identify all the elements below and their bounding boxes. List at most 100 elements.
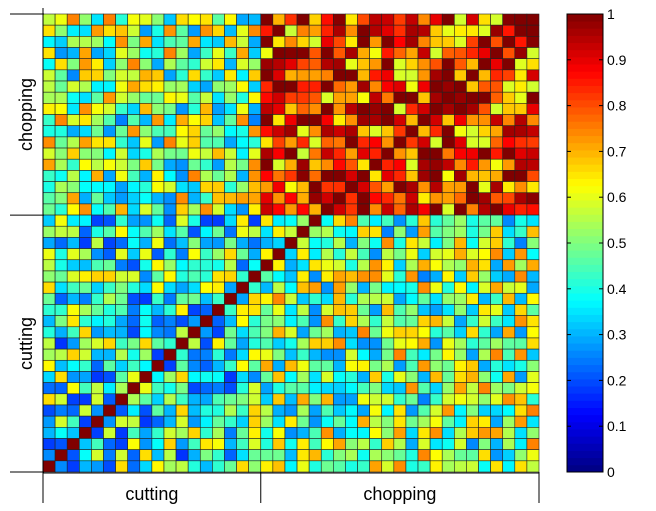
heatmap-cell [212, 203, 225, 216]
heatmap-cell [466, 80, 479, 93]
heatmap-cell [320, 259, 334, 272]
heatmap-cell [514, 13, 528, 26]
colorbar-tick-label: 0.4 [607, 281, 627, 297]
heatmap-cell [417, 259, 431, 272]
heatmap-cell [175, 225, 189, 238]
heatmap-cell [212, 270, 225, 283]
heatmap-cell [127, 69, 141, 82]
heatmap-cell [151, 24, 165, 37]
heatmap-cell [478, 438, 491, 450]
heatmap-cell [333, 125, 346, 138]
heatmap-cell [514, 158, 528, 171]
heatmap-cell [454, 248, 467, 261]
heatmap-cell [345, 359, 358, 372]
heatmap-cell [502, 348, 516, 361]
heatmap-cell [502, 292, 516, 305]
heatmap-cell [91, 292, 104, 305]
heatmap-cell [357, 415, 370, 428]
heatmap-cell [187, 69, 201, 82]
heatmap-cell [212, 315, 225, 328]
heatmap-cell [514, 460, 528, 473]
heatmap-cell [490, 69, 504, 82]
heatmap-cell [151, 203, 165, 216]
heatmap-cell [381, 158, 395, 171]
heatmap-cell [151, 91, 165, 104]
heatmap-cell [127, 47, 141, 59]
heatmap-cell [78, 147, 92, 160]
heatmap-cell [54, 47, 68, 59]
heatmap-cell [369, 404, 383, 417]
heatmap-cell [526, 24, 540, 37]
heatmap-cell [284, 427, 298, 439]
heatmap-cell [272, 248, 286, 261]
heatmap-cell [139, 304, 153, 316]
heatmap-cell [284, 359, 298, 372]
heatmap-cell [224, 13, 237, 26]
colorbar-swatch [567, 328, 603, 337]
heatmap-cell [478, 36, 491, 48]
heatmap-cell [417, 438, 431, 450]
colorbar-swatch [567, 336, 603, 344]
heatmap-cell [248, 270, 262, 283]
colorbar-swatch [567, 207, 603, 215]
heatmap-cell [296, 315, 310, 328]
heatmap-cell [151, 404, 165, 417]
heatmap-cell [175, 24, 189, 37]
heatmap-cell [103, 58, 116, 71]
heatmap-cell [514, 203, 528, 216]
heatmap-cell [369, 315, 383, 328]
heatmap-cell [139, 91, 153, 104]
heatmap-cell [163, 315, 177, 328]
heatmap-cell [66, 114, 80, 127]
heatmap-cell [187, 427, 201, 439]
heatmap-cell [127, 393, 141, 406]
heatmap-cells [42, 13, 540, 473]
heatmap-cell [490, 348, 504, 361]
heatmap-cell [272, 103, 286, 115]
heatmap-cell [78, 192, 92, 205]
heatmap-cell [175, 281, 189, 294]
heatmap-cell [212, 47, 225, 59]
heatmap-cell [405, 281, 419, 294]
heatmap-cell [308, 292, 322, 305]
heatmap-cell [454, 415, 467, 428]
heatmap-cell [91, 13, 104, 26]
heatmap-cell [308, 359, 322, 372]
heatmap-cell [66, 47, 80, 59]
heatmap-cell [248, 404, 262, 417]
heatmap-cell [333, 304, 346, 316]
heatmap-cell [514, 337, 528, 350]
heatmap-cell [91, 158, 104, 171]
heatmap-cell [357, 181, 370, 194]
heatmap-cell [441, 125, 455, 138]
heatmap-cell [151, 337, 165, 350]
heatmap-cell [224, 80, 237, 93]
heatmap-cell [381, 237, 395, 249]
colorbar-swatch [567, 149, 603, 158]
heatmap-cell [369, 69, 383, 82]
heatmap-cell [393, 382, 407, 395]
heatmap-cell [199, 114, 213, 127]
heatmap-cell [42, 382, 56, 395]
heatmap-cell [248, 225, 262, 238]
colorbar-swatch [567, 364, 603, 373]
heatmap-cell [345, 181, 358, 194]
heatmap-cell [454, 427, 467, 439]
heatmap-cell [78, 125, 92, 138]
heatmap-cell [212, 460, 225, 473]
heatmap-cell [381, 259, 395, 272]
heatmap-cell [466, 348, 479, 361]
heatmap-cell [345, 382, 358, 395]
heatmap-cell [175, 47, 189, 59]
heatmap-cell [272, 460, 286, 473]
heatmap-cell [272, 47, 286, 59]
heatmap-cell [357, 170, 370, 182]
heatmap-cell [381, 192, 395, 205]
heatmap-cell [502, 270, 516, 283]
heatmap-cell [187, 337, 201, 350]
heatmap-cell [248, 91, 262, 104]
heatmap-cell [236, 158, 249, 171]
heatmap-cell [296, 114, 310, 127]
heatmap-cell [441, 460, 455, 473]
heatmap-cell [78, 382, 92, 395]
